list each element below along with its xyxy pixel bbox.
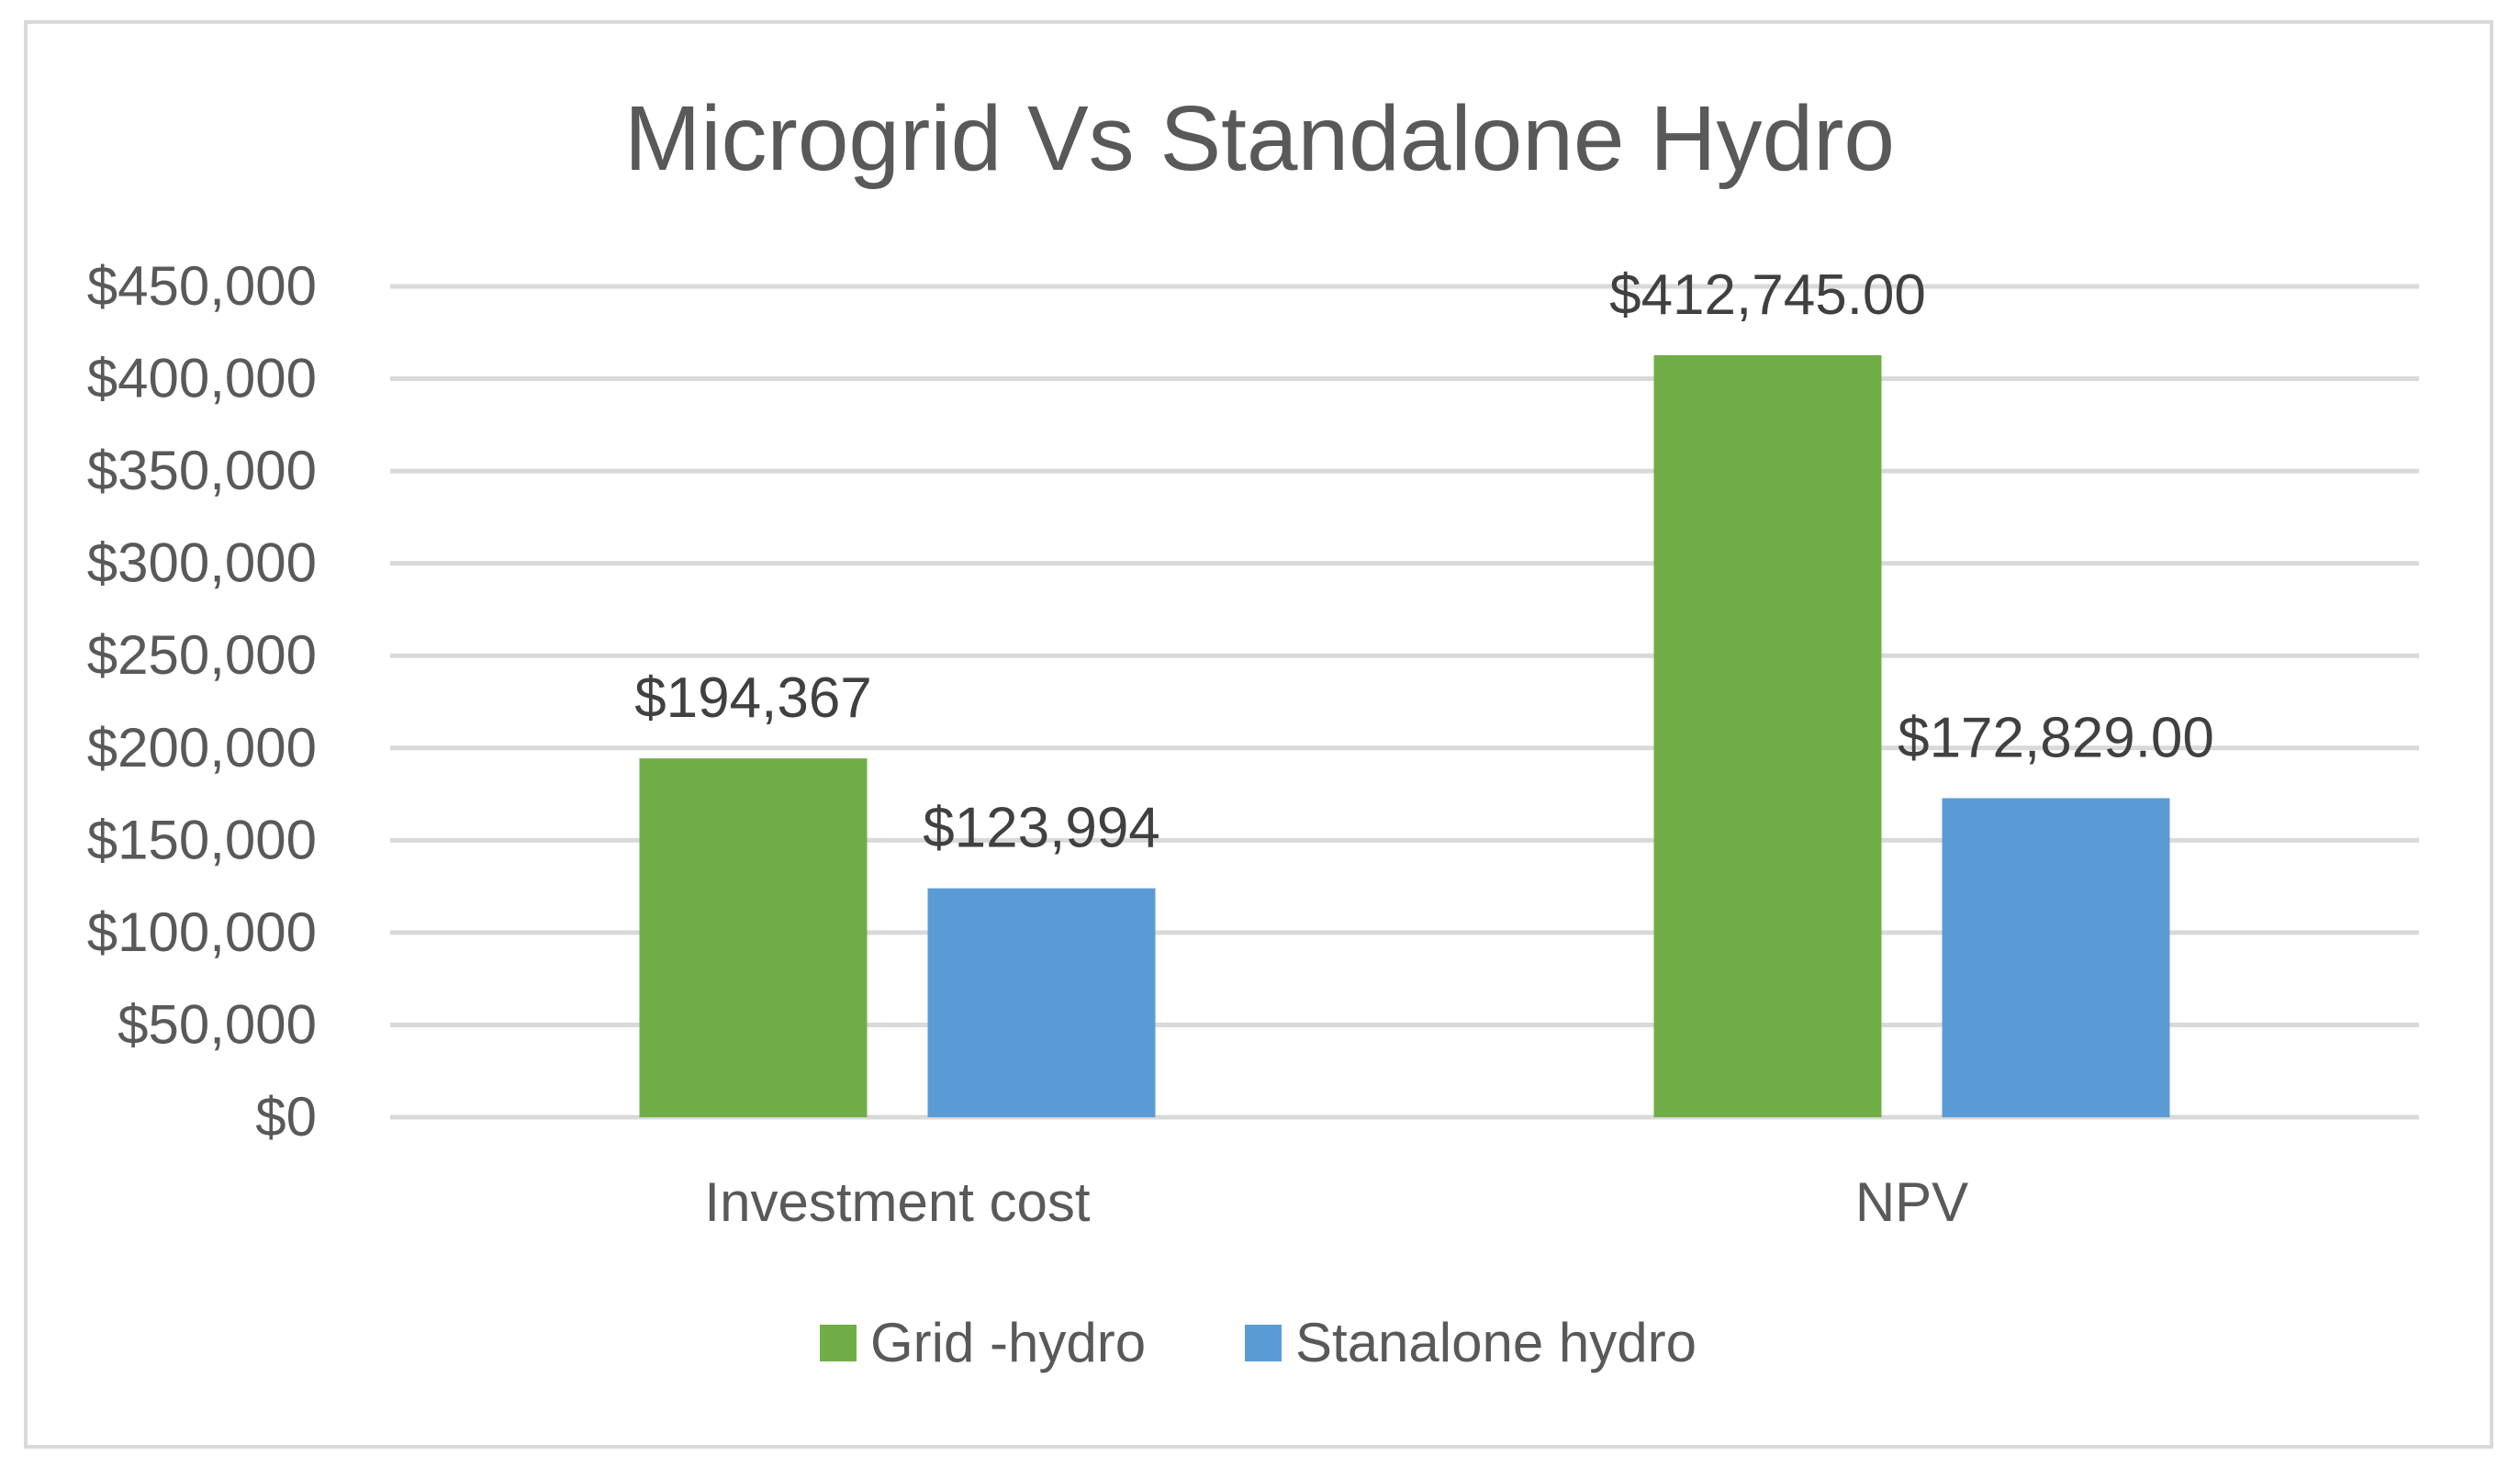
y-tick-label: $250,000 — [87, 624, 317, 686]
chart-title: Microgrid Vs Standalone Hydro — [624, 87, 1895, 190]
bar — [1653, 354, 1882, 1117]
y-tick-label: $0 — [255, 1086, 317, 1148]
legend-swatch — [820, 1325, 857, 1361]
data-label: $412,745.00 — [1609, 263, 1926, 327]
bar — [639, 758, 868, 1117]
legend-swatch — [1245, 1325, 1282, 1361]
bar — [927, 888, 1156, 1117]
legend-label: Stanalone hydro — [1295, 1312, 1697, 1373]
category-label: NPV — [1855, 1171, 1968, 1233]
y-tick-label: $50,000 — [118, 993, 317, 1055]
data-label: $172,829.00 — [1898, 706, 2214, 769]
legend: Grid -hydro Stanalone hydro — [820, 1312, 1697, 1373]
legend-label: Grid -hydro — [870, 1312, 1146, 1373]
y-tick-label: $150,000 — [87, 809, 317, 870]
y-axis-ticks: $0 $50,000 $100,000 $150,000 $200,000 $250,00… — [87, 255, 317, 1148]
y-tick-label: $100,000 — [87, 901, 317, 963]
chart-frame — [24, 20, 2493, 1449]
y-tick-label: $350,000 — [87, 440, 317, 501]
category-labels: Investment cost NPV — [704, 1171, 1968, 1233]
bars — [639, 354, 2170, 1117]
data-label: $194,367 — [634, 666, 872, 730]
y-tick-label: $450,000 — [87, 255, 317, 317]
bar — [1942, 798, 2170, 1117]
data-labels: $194,367 $123,994 $412,745.00 $172,829.00 — [634, 263, 2214, 860]
y-tick-label: $300,000 — [87, 532, 317, 594]
y-tick-label: $400,000 — [87, 348, 317, 409]
category-label: Investment cost — [704, 1171, 1091, 1233]
data-label: $123,994 — [923, 797, 1160, 860]
y-tick-label: $200,000 — [87, 717, 317, 778]
